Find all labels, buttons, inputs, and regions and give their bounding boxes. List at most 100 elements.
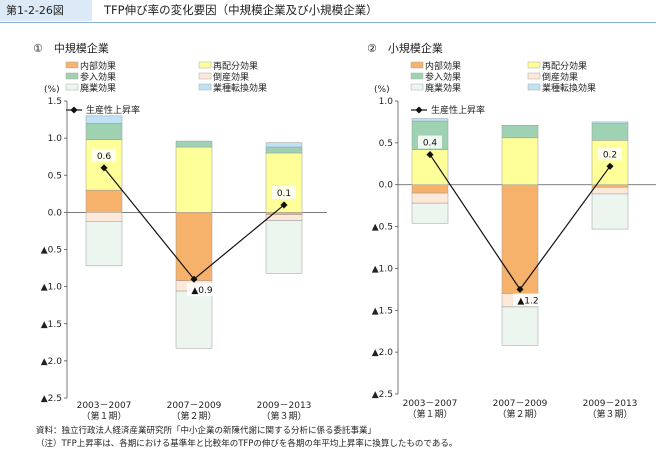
- panel2-x-tick-sublabel: （第１期）: [407, 408, 452, 420]
- panel2-legend-label-4: 倒産効果: [542, 71, 578, 83]
- figure-number: 第1-2-26図: [0, 0, 92, 21]
- panel1-x-tick-label: 2007－2009: [167, 401, 222, 411]
- panel1-data-label-3: 0.1: [277, 189, 291, 199]
- panel2-bar-倒産効果-1: [411, 192, 449, 204]
- panel1-y-tick-label: 1.5: [48, 97, 62, 107]
- panel1-legend-label-7: 生産性上昇率: [86, 104, 140, 116]
- panel2-legend-swatch-3: [410, 72, 424, 80]
- panel2-bar-内部効果-2: [501, 184, 539, 294]
- panel1-legend-line-marker: [70, 106, 78, 114]
- panel1-legend-label-6: 業種転換効果: [213, 82, 267, 94]
- panel2-y-tick-label: 1.0: [379, 97, 394, 107]
- panel2-bar-廃業効果-2: [501, 306, 539, 346]
- panel2-y-tick-label: ▲1.5: [372, 306, 393, 316]
- panel2-bar-再配分効果-3: [591, 140, 629, 185]
- footnote: （注）TFP上昇率は、各期における基準年と比較年のTFPの伸びを各期の年平均上昇…: [36, 439, 458, 449]
- panel1-bar-廃業効果-3: [265, 220, 303, 274]
- panel2-y-tick-label: ▲1.0: [372, 264, 394, 274]
- panel1-bar-業種転換効果-1: [85, 115, 123, 124]
- panel1-productivity-point-2: [190, 275, 198, 283]
- panel1-legend-label-1: 内部効果: [80, 60, 116, 72]
- panel2-bar-再配分効果-2: [501, 137, 539, 185]
- panel1-legend-swatch-3: [65, 72, 79, 80]
- panel2-data-label-bg-2: [513, 293, 543, 307]
- panel2-legend-swatch-6: [527, 83, 541, 91]
- panel1-y-tick-label: 0.5: [48, 171, 62, 181]
- panel2-legend-label-6: 業種転換効果: [542, 82, 596, 94]
- panel2-data-label-bg-1: [418, 135, 442, 149]
- panel1-y-tick-label: ▲2.0: [41, 357, 63, 367]
- panel1-bar-内部効果-1: [85, 189, 123, 213]
- panel1-legend-swatch-2: [198, 61, 212, 69]
- panel2-data-label-1: 0.4: [423, 139, 438, 149]
- panel2-y-tick-label: ▲0.5: [372, 223, 393, 233]
- panel2-bar-内部効果-1: [411, 184, 449, 194]
- panel1-legend-label-2: 再配分効果: [213, 60, 258, 72]
- panel1-y-tick-label: ▲2.5: [41, 394, 62, 404]
- panel2-productivity-point-2: [516, 285, 524, 293]
- panel1-legend-swatch-1: [65, 61, 79, 69]
- panel2-legend-label-3: 参入効果: [425, 71, 461, 83]
- panel2-x-tick-label: 2003－2007: [403, 399, 458, 409]
- panel1-legend-swatch-4: [198, 72, 212, 80]
- panel1-x-tick-sublabel: （第３期）: [261, 410, 306, 422]
- panel1-bar-参入効果-3: [265, 146, 303, 154]
- panel1-productivity-point-1: [100, 164, 108, 172]
- panel1-data-label-bg-1: [92, 148, 116, 162]
- panel2-bar-廃業効果-1: [411, 202, 449, 224]
- panel2-data-label-bg-3: [598, 147, 622, 161]
- panel2-legend-label-1: 内部効果: [425, 60, 461, 72]
- panel2-x-tick-label: 2009－2013: [583, 399, 638, 409]
- panel2-bar-参入効果-2: [501, 125, 539, 139]
- panel2-legend-swatch-1: [410, 61, 424, 69]
- panel2-legend-line-marker: [415, 106, 423, 114]
- panel1-data-label-1: 0.6: [97, 152, 112, 162]
- panel1-y-tick-label: ▲0.5: [41, 246, 62, 256]
- panel1-bar-参入効果-2: [175, 140, 213, 148]
- panel2-y-tick-label: ▲2.5: [372, 390, 393, 400]
- panel1-bar-倒産効果-1: [85, 212, 123, 222]
- panel1-legend-swatch-6: [198, 83, 212, 91]
- panel1-bar-業種転換効果-3: [265, 142, 303, 148]
- panel2-x-tick-label: 2007－2009: [493, 399, 548, 409]
- panel2-bar-業種転換効果-3: [591, 121, 629, 124]
- panel2-y-tick-label: 0.0: [379, 181, 394, 191]
- panel2-legend-label-5: 廃業効果: [425, 82, 461, 94]
- panel1-data-label-bg-3: [272, 185, 296, 199]
- panel1-legend-label-4: 倒産効果: [213, 71, 249, 83]
- panel1-bar-参入効果-1: [85, 123, 123, 140]
- panel1-title: ① 中規模企業: [33, 41, 109, 55]
- panel1-legend-label-5: 廃業効果: [80, 82, 116, 94]
- panel1-y-tick-label: ▲1.5: [41, 320, 62, 330]
- panel1-y-unit-label: (%): [44, 85, 60, 95]
- panel2-x-tick-sublabel: （第２期）: [497, 408, 542, 420]
- figure-title: TFP伸び率の変化要因（中規模企業及び小規模企業）: [104, 3, 378, 17]
- panel1-x-tick-sublabel: （第２期）: [171, 410, 216, 422]
- panel1-bar-廃業効果-2: [175, 290, 213, 349]
- panel1-x-tick-label: 2009－2013: [257, 401, 312, 411]
- panel2-legend-label-7: 生産性上昇率: [431, 104, 485, 116]
- panel1-y-tick-label: 1.0: [48, 134, 63, 144]
- panel2-y-tick-label: ▲2.0: [372, 348, 394, 358]
- figure-header: 第1-2-26図 TFP伸び率の変化要因（中規模企業及び小規模企業）: [0, 0, 656, 23]
- panel2-productivity-point-3: [606, 162, 614, 170]
- panel2-y-unit-label: (%): [374, 85, 390, 95]
- source-note: 資料：独立行政法人経済産業研究所「中小企業の新陳代謝に関する分析に係る委託事業」: [36, 426, 377, 436]
- panel1-productivity-point-3: [280, 201, 288, 209]
- panel2-legend-label-2: 再配分効果: [542, 60, 587, 72]
- panel2-bar-参入効果-3: [591, 123, 629, 141]
- panel2-title: ② 小規模企業: [367, 41, 443, 55]
- panel1-data-label-bg-2: [187, 283, 217, 297]
- panel2-productivity-point-1: [426, 151, 434, 159]
- panel1-bar-廃業効果-1: [85, 221, 123, 267]
- panel1-bar-再配分効果-2: [175, 146, 213, 213]
- panel2-bar-内部効果-3: [591, 184, 629, 188]
- panel1-bar-内部効果-2: [175, 212, 213, 281]
- panel2-y-tick-label: 0.5: [379, 139, 393, 149]
- panel2-legend-swatch-5: [410, 83, 424, 91]
- panel2-data-label-2: ▲1.2: [517, 296, 538, 306]
- panel1-legend-label-3: 参入効果: [80, 71, 116, 83]
- panel2-legend-swatch-2: [527, 61, 541, 69]
- panel1-bar-内部効果-3: [265, 212, 303, 215]
